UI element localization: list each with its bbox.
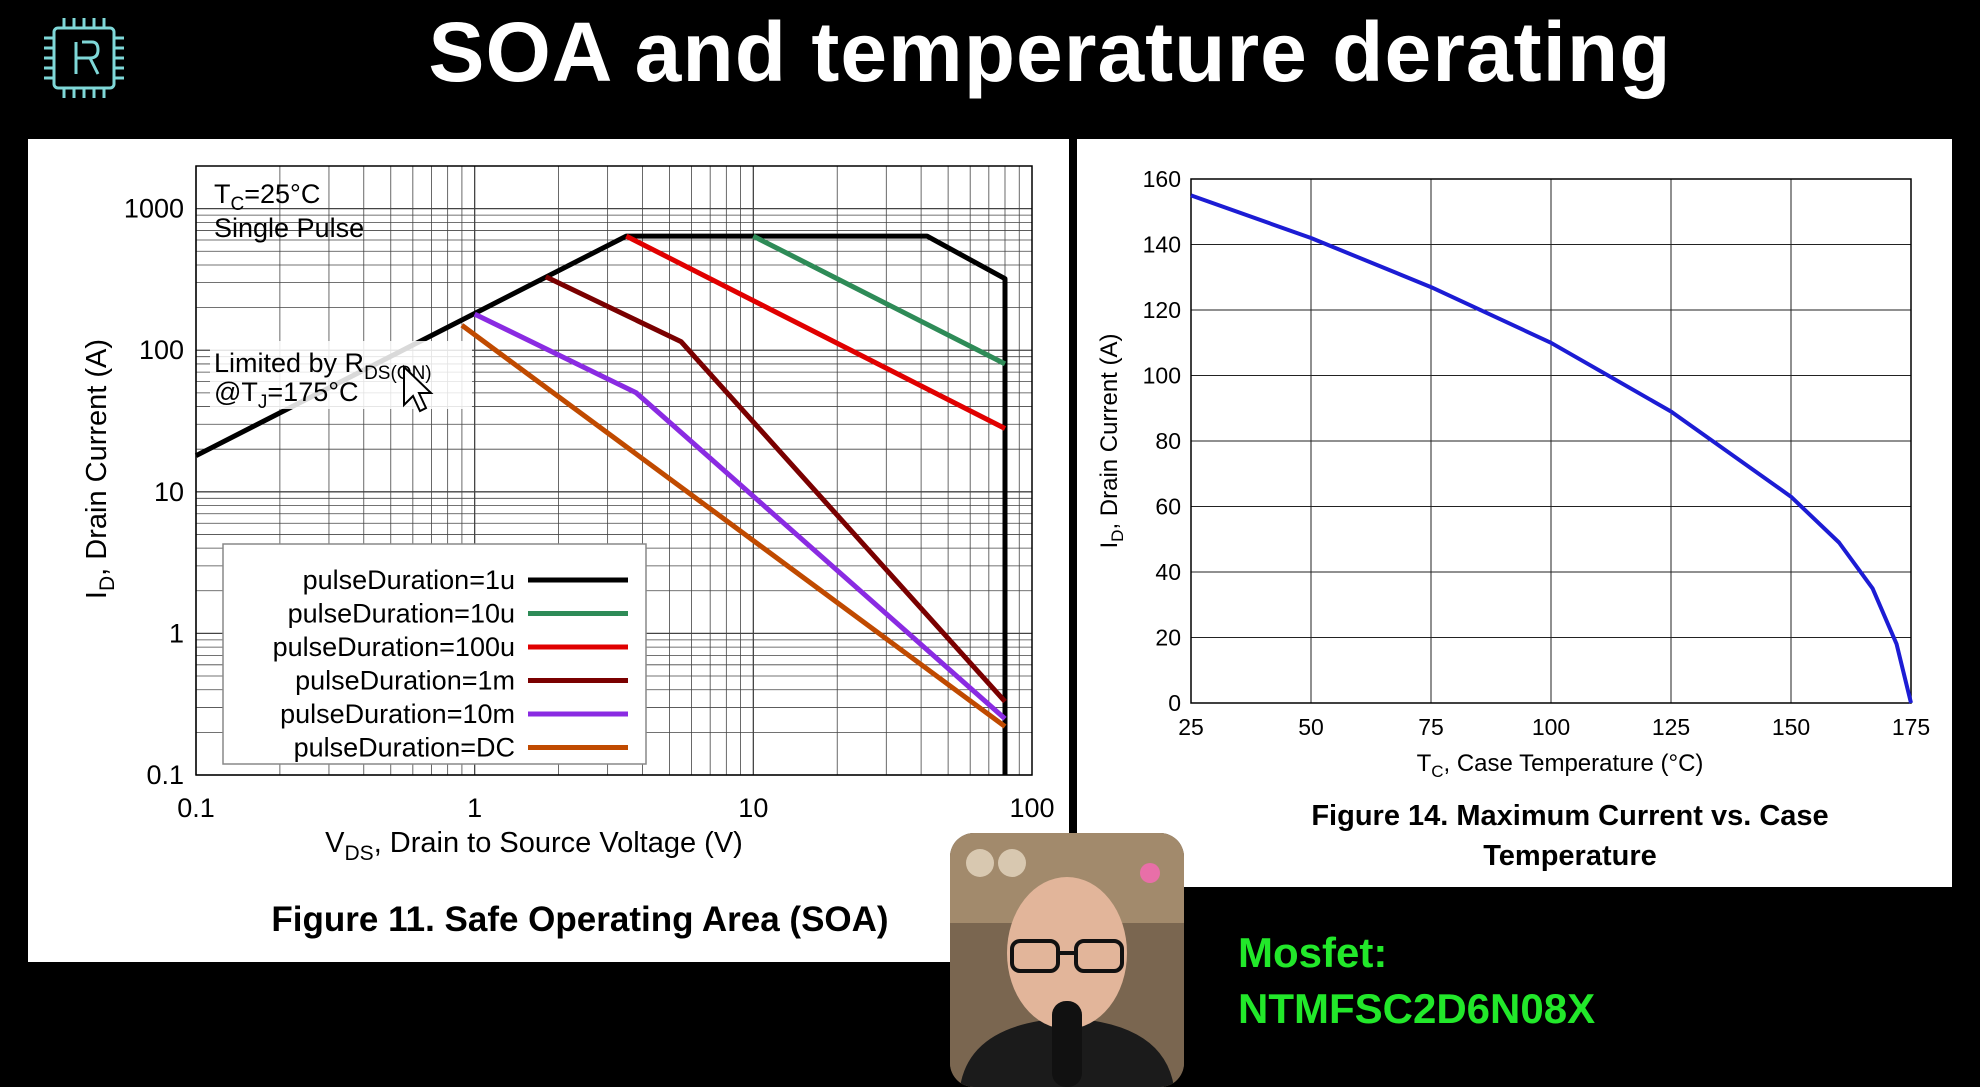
temp-chart: 25 50 75 100 125 150 175020406080100120140160 …	[1096, 166, 1931, 872]
soa-annotation-limit: Limited by RDS(ON)	[214, 348, 432, 384]
temp-series	[1190, 193, 1913, 704]
temp-x-tick-label: 25	[1178, 714, 1204, 740]
temp-x-tick-label: 75	[1418, 714, 1444, 740]
soa-legend-entries: pulseDuration=1upulseDuration=10upulseDu…	[273, 565, 628, 763]
temp-y-tick-label: 0	[1168, 690, 1181, 716]
temp-x-tick-label: 175	[1892, 714, 1930, 740]
temp-grid	[1190, 178, 1912, 704]
slide-title: SOA and temperature derating	[428, 5, 1672, 99]
soa-tick-labels: 0.1 1 10 100 0.1 1 10 100 1000	[124, 194, 1055, 823]
temp-x-tick-label: 125	[1652, 714, 1690, 740]
soa-y-tick-label: 1000	[124, 194, 184, 224]
soa-legend-label: pulseDuration=100u	[273, 632, 515, 662]
temp-tick-labels: 25 50 75 100 125 150 175 0 20 40 60 80 100 120 140 160	[1143, 166, 1931, 740]
soa-series-line	[752, 233, 1007, 367]
soa-annotation-bg	[210, 341, 472, 409]
mosfet-part-number: NTMFSC2D6N08X	[1238, 985, 1596, 1032]
temp-x-tick-label: 50	[1298, 714, 1324, 740]
mouse-pointer-icon	[403, 364, 434, 413]
temp-y-tick-label: 80	[1155, 428, 1181, 454]
temp-y-tick-label: 100	[1143, 363, 1181, 389]
temp-series-line	[1190, 193, 1913, 704]
soa-series-line	[625, 233, 1007, 431]
presenter-photo	[950, 833, 1184, 1087]
temp-x-tick-label: 150	[1772, 714, 1810, 740]
temp-y-tick-label: 140	[1143, 232, 1181, 258]
soa-x-axis-label: VDS, Drain to Source Voltage (V)	[325, 827, 743, 865]
soa-series-line	[194, 233, 1008, 775]
temp-y-tick-label: 160	[1143, 166, 1181, 192]
soa-y-tick-label: 10	[154, 477, 184, 507]
soa-legend-label: pulseDuration=10m	[280, 699, 515, 729]
soa-x-tick-label: 100	[1009, 793, 1054, 823]
temp-plot-frame	[1190, 178, 1912, 704]
soa-figure-title: Figure 11. Safe Operating Area (SOA)	[271, 900, 888, 939]
soa-x-tick-label: 1	[467, 793, 482, 823]
mosfet-label: Mosfet: NTMFSC2D6N08X	[1238, 925, 1595, 1037]
presenter-webcam	[950, 833, 1184, 1087]
soa-annotation-tj: @TJ=175°C	[214, 377, 359, 413]
mosfet-heading: Mosfet:	[1238, 929, 1388, 976]
soa-chart-panel: 0.1 1 10 100 0.1 1 10 100 1000 TC=25°C Single Pu…	[28, 139, 1069, 962]
soa-plot-frame	[195, 165, 1033, 776]
soa-annotation-tc: TC=25°C	[214, 179, 320, 215]
soa-y-tick-label: 0.1	[146, 760, 184, 790]
temp-figure-title-line2: Temperature	[1483, 840, 1657, 872]
temp-x-tick-label: 100	[1532, 714, 1570, 740]
soa-legend-label: pulseDuration=DC	[294, 733, 515, 763]
soa-legend-label: pulseDuration=1u	[303, 565, 515, 595]
soa-series-line	[544, 274, 1007, 704]
chip-logo-icon	[44, 18, 124, 98]
soa-series-line	[473, 311, 1007, 721]
temp-y-tick-label: 60	[1155, 494, 1181, 520]
soa-series	[194, 233, 1008, 775]
soa-chart: 0.1 1 10 100 0.1 1 10 100 1000 TC=25°C Single Pu…	[81, 165, 1055, 939]
soa-x-tick-label: 0.1	[177, 793, 215, 823]
temp-y-tick-label: 40	[1155, 559, 1181, 585]
temp-figure-title-line1: Figure 14. Maximum Current vs. Case	[1311, 800, 1828, 832]
temp-x-axis-label: TC, Case Temperature (°C)	[1417, 750, 1704, 781]
temp-y-axis-label: ID, Drain Current (A)	[1096, 334, 1127, 549]
temp-y-tick-label: 120	[1143, 297, 1181, 323]
soa-annotation-pulse: Single Pulse	[214, 213, 364, 243]
soa-y-axis-label: ID, Drain Current (A)	[81, 339, 119, 599]
temp-y-tick-label: 20	[1155, 625, 1181, 651]
soa-x-tick-label: 10	[738, 793, 768, 823]
soa-legend-label: pulseDuration=10u	[288, 599, 515, 629]
soa-y-tick-label: 100	[139, 335, 184, 365]
temp-chart-panel: 25 50 75 100 125 150 175 0 20 40 60 80 100 120 140 160 …	[1077, 139, 1952, 887]
soa-series-line	[460, 323, 1007, 729]
soa-legend-label: pulseDuration=1m	[295, 666, 515, 696]
soa-y-tick-label: 1	[169, 618, 184, 648]
